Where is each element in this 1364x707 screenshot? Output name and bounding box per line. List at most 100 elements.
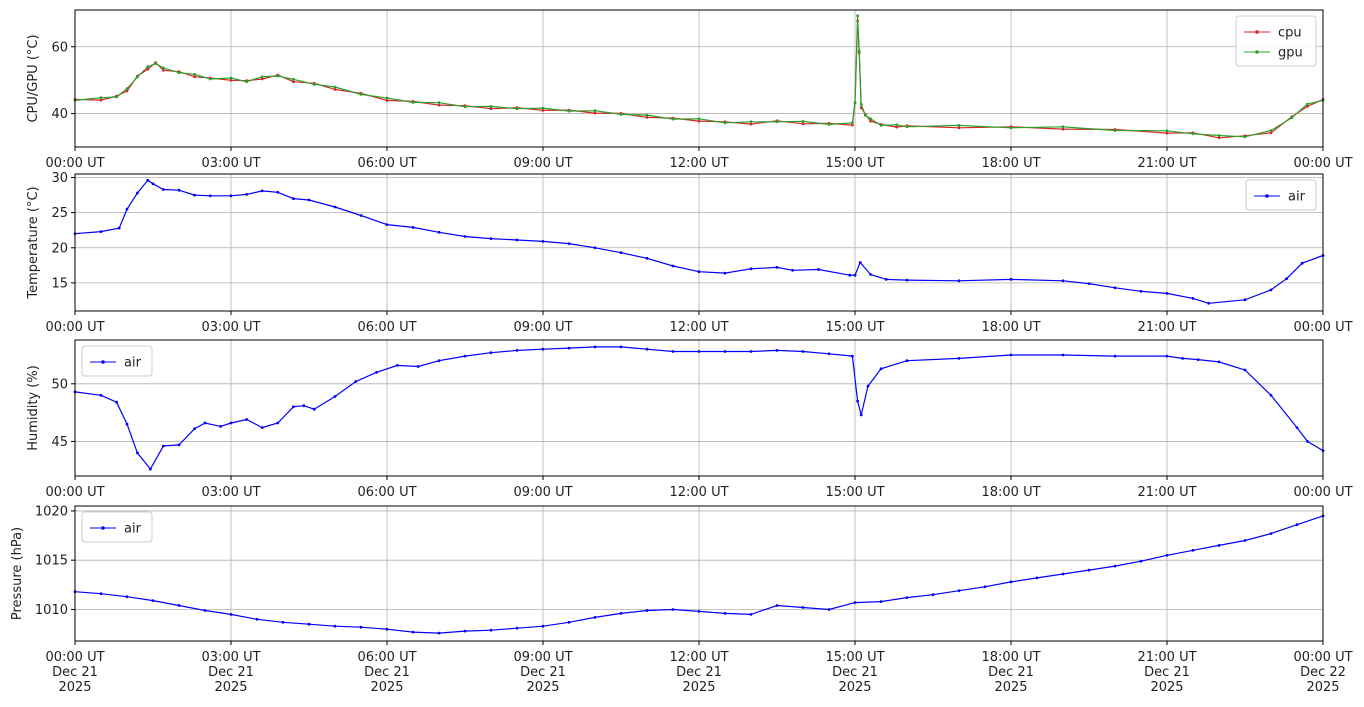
data-point-cpu [1165,131,1169,135]
x-tick-label: 00:00 UT [45,320,104,335]
data-point-air [276,421,280,425]
data-point-gpu [333,85,337,89]
data-point-air [333,205,337,209]
data-point-cpu [895,125,898,129]
data-point-gpu [245,80,249,84]
data-point-air [515,626,519,630]
data-point-gpu [697,117,701,121]
data-point-gpu [463,105,467,109]
data-point-air [136,451,139,455]
x-tick-label: 06:00 UT [357,156,416,171]
data-point-air [645,256,649,260]
legend-marker-air [1265,194,1269,198]
x-tick-label: 03:00 UT [201,156,260,171]
data-point-air [567,242,571,246]
data-point-cpu [385,99,389,102]
x-tick-label: 00:00 UT [1293,320,1352,335]
data-point-air [193,427,197,431]
data-point-cpu [489,107,493,111]
data-point-air [775,266,779,269]
data-point-air [1035,576,1039,580]
data-point-air [125,595,129,599]
x-tick-label: 00:00 UT [1293,156,1352,171]
data-point-cpu [193,75,197,79]
y-tick-label: 1015 [35,554,68,569]
data-point-air [1165,553,1169,557]
data-point-air [1269,532,1273,535]
x-tick-label: 00:00 UT [1293,485,1352,500]
data-point-air [437,631,441,635]
data-point-air [229,613,233,616]
x-tick-label: 09:00 UT [513,156,572,171]
data-point-air [125,422,129,426]
data-point-gpu [1113,129,1117,132]
legend: air [81,345,153,377]
panel-1: 00:00 UT 03:00 UT 06:00 UT 09:00 UT 12:00 UT… [26,9,1353,171]
data-point-air [827,608,831,611]
data-point-gpu [851,121,854,125]
x-tick-label: 00:00 UT [45,156,104,171]
data-point-air [848,273,852,277]
data-point-air [858,261,862,264]
data-point-air [853,273,857,277]
data-point-air [671,264,675,268]
data-point-air [229,421,233,425]
data-point-air [957,357,961,360]
data-point-gpu [99,96,103,100]
x-tick-label: 12:00 UT [669,485,728,500]
data-point-cpu [801,122,805,126]
data-point-gpu [1290,116,1294,120]
data-point-gpu [856,14,859,18]
data-point-air [260,189,264,193]
data-point-gpu [853,101,857,105]
data-point-gpu [957,124,961,127]
x-tick-label: 00:00 UT [45,485,104,500]
data-point-gpu [879,124,883,127]
data-point-air [117,226,121,230]
data-point-gpu [1009,126,1013,130]
data-point-air [817,268,820,271]
data-point-air [437,230,441,234]
data-point-cpu [229,78,233,82]
data-point-air [905,596,909,599]
data-point-air [697,610,701,613]
data-point-gpu [1306,102,1309,106]
data-point-air [411,630,415,634]
x-tick-label: 12:00 UT [669,156,728,171]
series-line-air [74,346,1324,471]
data-point-gpu [593,109,597,113]
data-point-air [853,601,857,604]
x-tick-label: 00:00 UT Dec 22 2025 [1293,650,1352,695]
data-point-air [276,190,280,194]
data-point-air [567,620,571,624]
data-point-air [859,413,863,417]
data-point-air [1269,288,1273,292]
data-point-air [723,612,727,615]
data-point-air [302,404,306,408]
data-point-air [1243,298,1247,302]
data-point-cpu [541,109,545,112]
data-point-gpu [775,120,779,124]
data-point-air [671,350,675,353]
data-point-gpu [859,103,863,106]
data-point-gpu [385,96,389,100]
data-point-gpu [1217,134,1221,137]
data-point-gpu [1243,135,1247,139]
data-point-gpu [619,113,623,116]
data-point-gpu [895,123,898,127]
y-tick-label: 50 [51,377,68,392]
x-tick-label: 18:00 UT [981,485,1040,500]
data-point-gpu [567,109,571,113]
data-point-air [219,425,223,428]
data-point-air [749,267,753,271]
data-point-air [307,198,311,202]
data-point-air [1191,548,1195,552]
data-point-air [541,624,545,628]
data-point-air [115,400,118,404]
data-point-air [354,380,358,383]
y-tick-label: 60 [51,40,68,55]
data-point-air [801,606,805,609]
data-point-air [749,613,753,616]
data-point-air [1139,559,1143,563]
